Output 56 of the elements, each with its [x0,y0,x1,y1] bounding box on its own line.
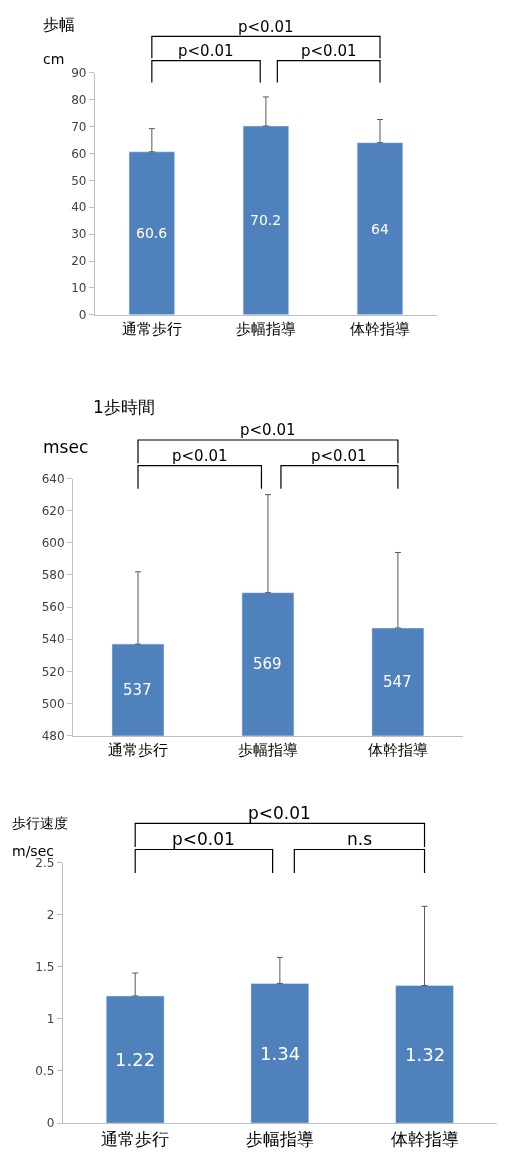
data-label: 547 [383,673,412,691]
text: n.s [347,829,373,849]
y-tick-label: 30 [71,227,87,242]
y-tick-label: 0 [46,1116,55,1131]
text: p<0.01 [240,421,296,439]
x-tick-label: 歩幅指導 [245,1128,314,1149]
data-label: 70.2 [250,212,282,228]
x-tick-label: 通常歩行 [101,1128,170,1149]
y-axis-title: cm [43,51,65,67]
y-axis-title: msec [43,437,89,457]
data-label: 1.34 [260,1043,301,1064]
y-tick-label: 40 [71,200,87,215]
chart-title: 歩幅 [43,15,75,34]
text: p<0.01 [178,42,234,60]
y-tick-label: 10 [71,281,87,296]
y-tick-label: 0.5 [35,1064,55,1079]
y-tick-label: 50 [71,173,87,188]
y-tick-label: 600 [41,536,65,551]
y-tick-label: 580 [41,568,65,583]
y-tick-label: 90 [71,65,87,80]
x-tick-label: 通常歩行 [107,740,168,759]
x-tick-label: 歩幅指導 [235,319,296,338]
text: p<0.01 [311,447,367,465]
x-tick-label: 体幹指導 [367,740,428,759]
y-tick-label: 1 [46,1012,55,1027]
data-label: 1.22 [115,1049,156,1070]
y-tick-label: 620 [41,503,65,518]
y-tick-label: 520 [41,664,65,679]
y-tick-label: 540 [41,632,65,647]
y-tick-label: 480 [41,728,65,743]
y-tick-label: 1.5 [35,959,55,974]
y-tick-label: 20 [71,254,87,269]
text: p<0.01 [172,447,228,465]
y-tick-label: 2 [46,907,55,922]
x-tick-label: 体幹指導 [350,319,410,338]
y-tick-label: 60 [71,146,87,161]
chart-title: 歩行速度 [12,815,68,831]
x-tick-label: 歩幅指導 [237,740,298,759]
data-label: 1.32 [405,1044,446,1065]
data-label: 64 [371,221,389,237]
chart-title: 1歩時間 [93,397,155,417]
x-tick-label: 体幹指導 [390,1128,459,1149]
data-label: 60.6 [136,225,168,241]
text: p<0.01 [238,18,294,36]
text: p<0.01 [248,803,311,823]
y-tick-label: 640 [41,471,65,486]
text: p<0.01 [172,829,235,849]
x-tick-label: 通常歩行 [121,319,182,338]
data-label: 569 [253,655,282,673]
y-tick-label: 70 [71,119,87,134]
y-tick-label: 80 [71,92,87,107]
y-tick-label: 0 [78,308,87,323]
y-tick-label: 560 [41,600,65,615]
y-tick-label: 500 [41,696,65,711]
text: p<0.01 [301,42,357,60]
data-label: 537 [123,681,152,699]
